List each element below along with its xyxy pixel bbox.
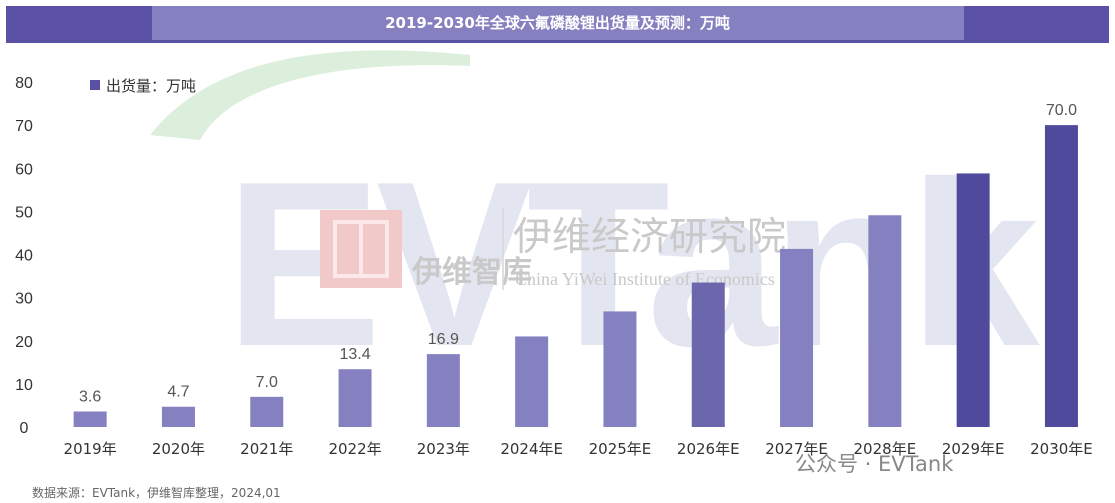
title-banner-bg <box>6 6 1109 43</box>
x-axis: 2019年 2020年 2021年 2022年 2023年 2024年E 2025年E 202… <box>64 440 1093 458</box>
legend: 出货量：万吨 <box>90 77 196 95</box>
watermark-layer: EVTank 伊维智库 伊维经济研究院 China YiWei Institut… <box>150 50 1046 395</box>
bar <box>1044 125 1078 427</box>
bar <box>73 411 107 427</box>
bar <box>515 336 549 427</box>
data-label: 4.7 <box>167 384 189 401</box>
legend-swatch <box>90 80 100 90</box>
bar <box>338 369 372 427</box>
x-tick-label: 2024年E <box>500 440 563 458</box>
y-tick-label: 40 <box>15 248 33 265</box>
y-tick-label: 60 <box>15 161 33 178</box>
y-tick-label: 10 <box>15 377 33 394</box>
x-tick-label: 2030年E <box>1030 440 1093 458</box>
x-tick-label: 2028年E <box>854 440 917 458</box>
bar <box>161 406 195 427</box>
chart-title: 2019-2030年全球六氟磷酸锂出货量及预测：万吨 <box>385 14 730 32</box>
data-label: 16.9 <box>428 331 459 348</box>
wechat-label: 公众号 · EVTank <box>795 452 954 476</box>
y-axis: 0 10 20 30 40 50 60 70 80 <box>15 75 33 437</box>
watermark-swoosh <box>150 50 470 140</box>
x-tick-label: 2023年 <box>417 440 470 458</box>
title-banner: 2019-2030年全球六氟磷酸锂出货量及预测：万吨 <box>6 6 1109 40</box>
y-tick-label: 0 <box>20 420 29 437</box>
x-tick-label: 2026年E <box>677 440 740 458</box>
watermark-logo-name: 伊维智库 <box>411 255 532 290</box>
x-tick-label: 2025年E <box>589 440 652 458</box>
y-tick-label: 30 <box>15 291 33 308</box>
y-tick-label: 50 <box>15 204 33 221</box>
x-tick-label: 2020年 <box>152 440 205 458</box>
bar-series <box>73 125 1078 427</box>
x-tick-label: 2021年 <box>240 440 293 458</box>
bar <box>780 248 814 427</box>
x-tick-label: 2022年 <box>328 440 381 458</box>
x-tick-label: 2019年 <box>64 440 117 458</box>
y-tick-label: 70 <box>15 118 33 135</box>
data-label: 13.4 <box>339 346 370 363</box>
watermark-logo-icon <box>320 210 402 288</box>
source-note: 数据来源：EVTank，伊维智库整理，2024,01 <box>32 486 281 500</box>
x-tick-label: 2029年E <box>942 440 1005 458</box>
data-label: 70.0 <box>1046 102 1077 119</box>
bar <box>603 311 637 427</box>
watermark-institute-cn: 伊维经济研究院 <box>513 215 786 260</box>
bar <box>691 282 725 427</box>
data-label: 3.6 <box>79 388 101 405</box>
bar <box>956 173 990 427</box>
x-tick-label: 2027年E <box>765 440 828 458</box>
data-labels: 3.6 4.7 7.0 13.4 16.9 70.0 <box>79 102 1077 405</box>
y-tick-label: 80 <box>15 75 33 92</box>
bar <box>426 354 460 427</box>
legend-label: 出货量：万吨 <box>106 77 196 95</box>
y-tick-label: 20 <box>15 334 33 351</box>
watermark-institute-en: China YiWei Institute of Economics <box>515 269 775 289</box>
data-label: 7.0 <box>256 374 278 391</box>
bar <box>250 396 284 427</box>
bar <box>868 215 902 427</box>
